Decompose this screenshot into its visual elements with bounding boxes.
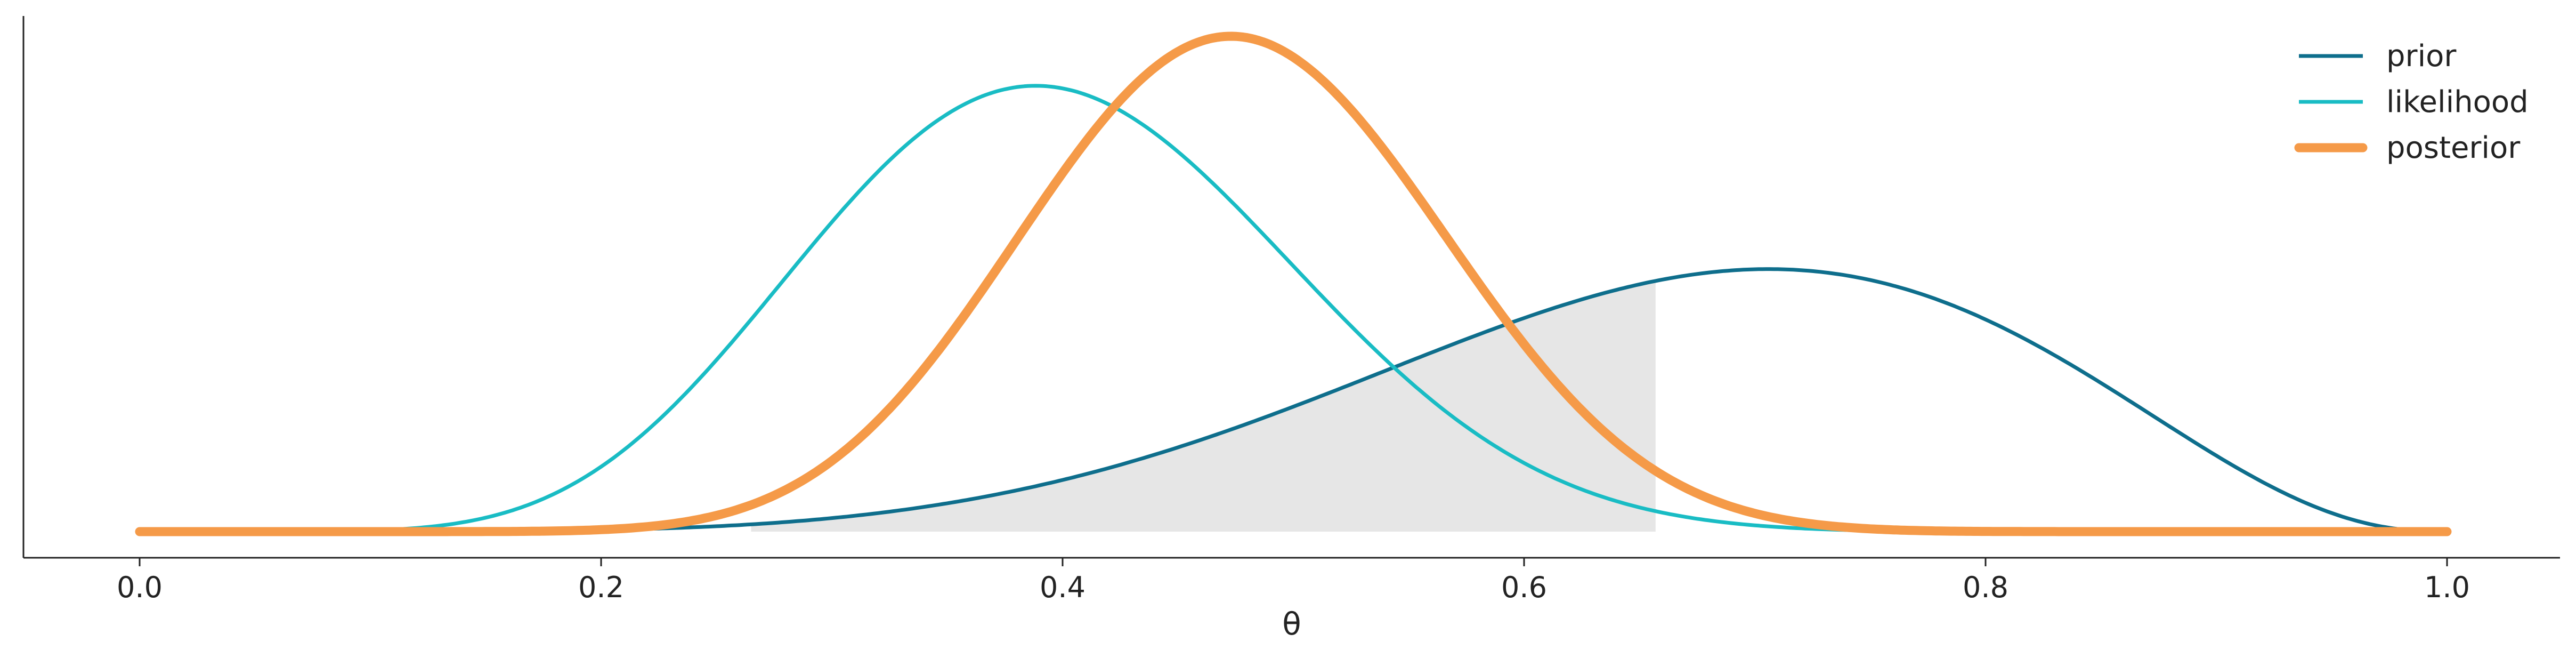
plot-area xyxy=(135,31,2452,536)
legend-label-posterior: posterior xyxy=(2386,131,2521,165)
x-tick-label: 0.6 xyxy=(1501,571,1547,604)
x-tick-label: 0.8 xyxy=(1963,571,2008,604)
legend-label-likelihood: likelihood xyxy=(2386,85,2529,119)
posterior-line xyxy=(135,31,2452,536)
x-tick-label: 0.0 xyxy=(117,571,163,604)
x-tick-label: 0.4 xyxy=(1040,571,1086,604)
shaded-interval-area xyxy=(751,280,1656,532)
x-tick-label: 0.2 xyxy=(578,571,624,604)
x-axis-ticks: 0.0 0.2 0.4 0.6 0.8 1.0 xyxy=(117,558,2470,604)
legend-label-prior: prior xyxy=(2386,39,2457,74)
legend: prior likelihood posterior xyxy=(2294,39,2529,165)
x-tick-label: 1.0 xyxy=(2424,571,2470,604)
x-axis-label: θ xyxy=(1282,606,1301,642)
